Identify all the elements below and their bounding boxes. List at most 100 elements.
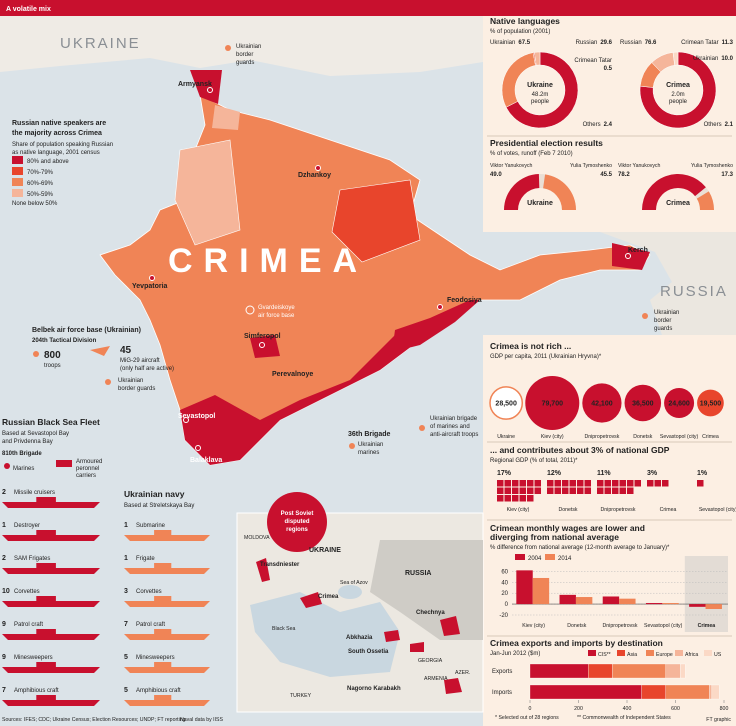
soldier-icon: [4, 463, 10, 469]
ship-count: 2: [2, 489, 6, 496]
ship-icon: [124, 535, 210, 541]
value-label: 36,500: [632, 401, 654, 408]
legend-note: None below 50%: [12, 201, 58, 207]
header-title: A volatile mix: [6, 6, 51, 13]
waffle-cell: [519, 480, 526, 487]
annotation: border: [654, 318, 671, 324]
donut-slice: [534, 51, 541, 66]
y-tick-label: Exports: [492, 669, 512, 675]
waffle-cell: [547, 480, 554, 487]
x-tick-label: Sevastopol (city): [644, 623, 683, 629]
ship-deck: [154, 596, 172, 601]
annotation: (only half are active): [120, 366, 174, 372]
y-tick-label: -20: [499, 613, 508, 619]
inset-region: [444, 678, 462, 694]
waffle-cell: [504, 487, 511, 494]
ship-icon: [124, 667, 210, 673]
ship-deck: [154, 695, 172, 700]
ship-deck: [154, 662, 172, 667]
credit: FT graphic: [706, 717, 731, 723]
annotation-title: 36th Brigade: [348, 431, 391, 438]
category-label: Dnipropetrovsk: [601, 507, 636, 513]
region-80: [250, 335, 280, 358]
x-tick-label: 0: [529, 706, 532, 712]
city-dot: [149, 275, 155, 281]
ship-type: SAM Frigates: [14, 556, 50, 562]
category-label: Russian: [620, 40, 642, 46]
inset-region: [440, 616, 460, 636]
city-dot: [183, 417, 189, 423]
inset-title: Post Soviet: [281, 511, 314, 517]
airbase-icon: [245, 305, 255, 315]
legend-swatch: [515, 554, 525, 560]
legend-swatch: [646, 650, 654, 656]
annotation: anti-aircraft troops: [430, 432, 478, 438]
bar-segment: [588, 663, 613, 679]
waffle-cell: [562, 487, 569, 494]
x-tick-label: Kiev (city): [522, 623, 545, 629]
legend-swatch: [545, 554, 555, 560]
waffle: [597, 480, 641, 494]
data-label: Russian 76.6: [620, 40, 657, 46]
airbase-label: air force base: [258, 313, 295, 319]
ship-deck: [154, 563, 172, 568]
annotation: peronnel: [76, 466, 99, 472]
half-donut-slice: [642, 174, 706, 210]
bar-segment: [529, 684, 642, 700]
source: Sources: IFES; CDC; Ukraine Census; Elec…: [2, 717, 186, 723]
legend-label: Asia: [627, 652, 637, 658]
ship-count: 9: [2, 654, 6, 661]
chart-subtitle: % of votes, runoff (Feb 7 2010): [490, 151, 573, 157]
inset-region-label: Transdniester: [260, 562, 300, 568]
data-label: Crimean Tatar 11.3: [681, 40, 734, 46]
category-label: Dnipropetrovsk: [584, 434, 619, 440]
waffle-cell: [512, 495, 519, 502]
waffle-cell: [697, 480, 704, 487]
inset-label: TURKEY: [290, 693, 312, 699]
candidate-label: Viktor Yanukovych: [490, 163, 533, 169]
y-tick-label: Imports: [492, 690, 512, 696]
country-label: RUSSIA: [660, 283, 728, 300]
ship-deck: [154, 530, 172, 535]
bubble: [697, 389, 724, 417]
data-label: Ukrainian 67.5: [490, 40, 531, 46]
ship-deck: [36, 662, 56, 667]
donut-slice: [672, 51, 679, 66]
value-label: 1%: [697, 470, 708, 477]
category-label: Ukraine: [497, 434, 515, 440]
annotation: Ukrainian: [358, 442, 383, 448]
value-label: 11.3: [722, 40, 734, 46]
section-subtitle: and Privdenna Bay: [2, 439, 53, 445]
waffle-cell: [627, 487, 634, 494]
donut-note: people: [669, 99, 688, 105]
category-label: Crimea: [702, 434, 719, 440]
legend-swatch: [12, 167, 23, 175]
legend-swatch: [12, 156, 23, 164]
city-label: Armyansk: [178, 81, 212, 88]
x-tick-label: 200: [574, 706, 583, 712]
chart-subtitle: % of population (2001): [490, 29, 550, 35]
data-label: Ukrainian 10.0: [693, 56, 734, 62]
inset-badge: [267, 492, 327, 552]
annotation: carriers: [76, 473, 96, 479]
ship-icon: [2, 700, 100, 706]
ship-icon: [124, 601, 210, 607]
chart-title: Crimea exports and imports by destinatio…: [490, 638, 663, 648]
city-label: Feodosiya: [447, 297, 482, 304]
value-label: 42,100: [591, 401, 613, 408]
inset-title: disputed: [285, 519, 310, 525]
half-donut-center: Crimea: [666, 200, 690, 207]
legend-label: 2004: [528, 556, 542, 562]
city-dot: [207, 87, 213, 93]
waffle-cell: [554, 487, 561, 494]
donut-note: 2.0m: [671, 92, 684, 98]
ship-count: 1: [2, 522, 6, 529]
donut-note: people: [531, 99, 550, 105]
bar: [516, 570, 533, 605]
waffle-cell: [647, 480, 654, 487]
ship-type: Destroyer: [14, 523, 40, 529]
x-tick-label: 600: [671, 706, 680, 712]
chart-title: ... and contributes about 3% of national…: [490, 445, 670, 455]
inset-label: GEORGIA: [418, 658, 443, 664]
waffle-cell: [584, 487, 591, 494]
